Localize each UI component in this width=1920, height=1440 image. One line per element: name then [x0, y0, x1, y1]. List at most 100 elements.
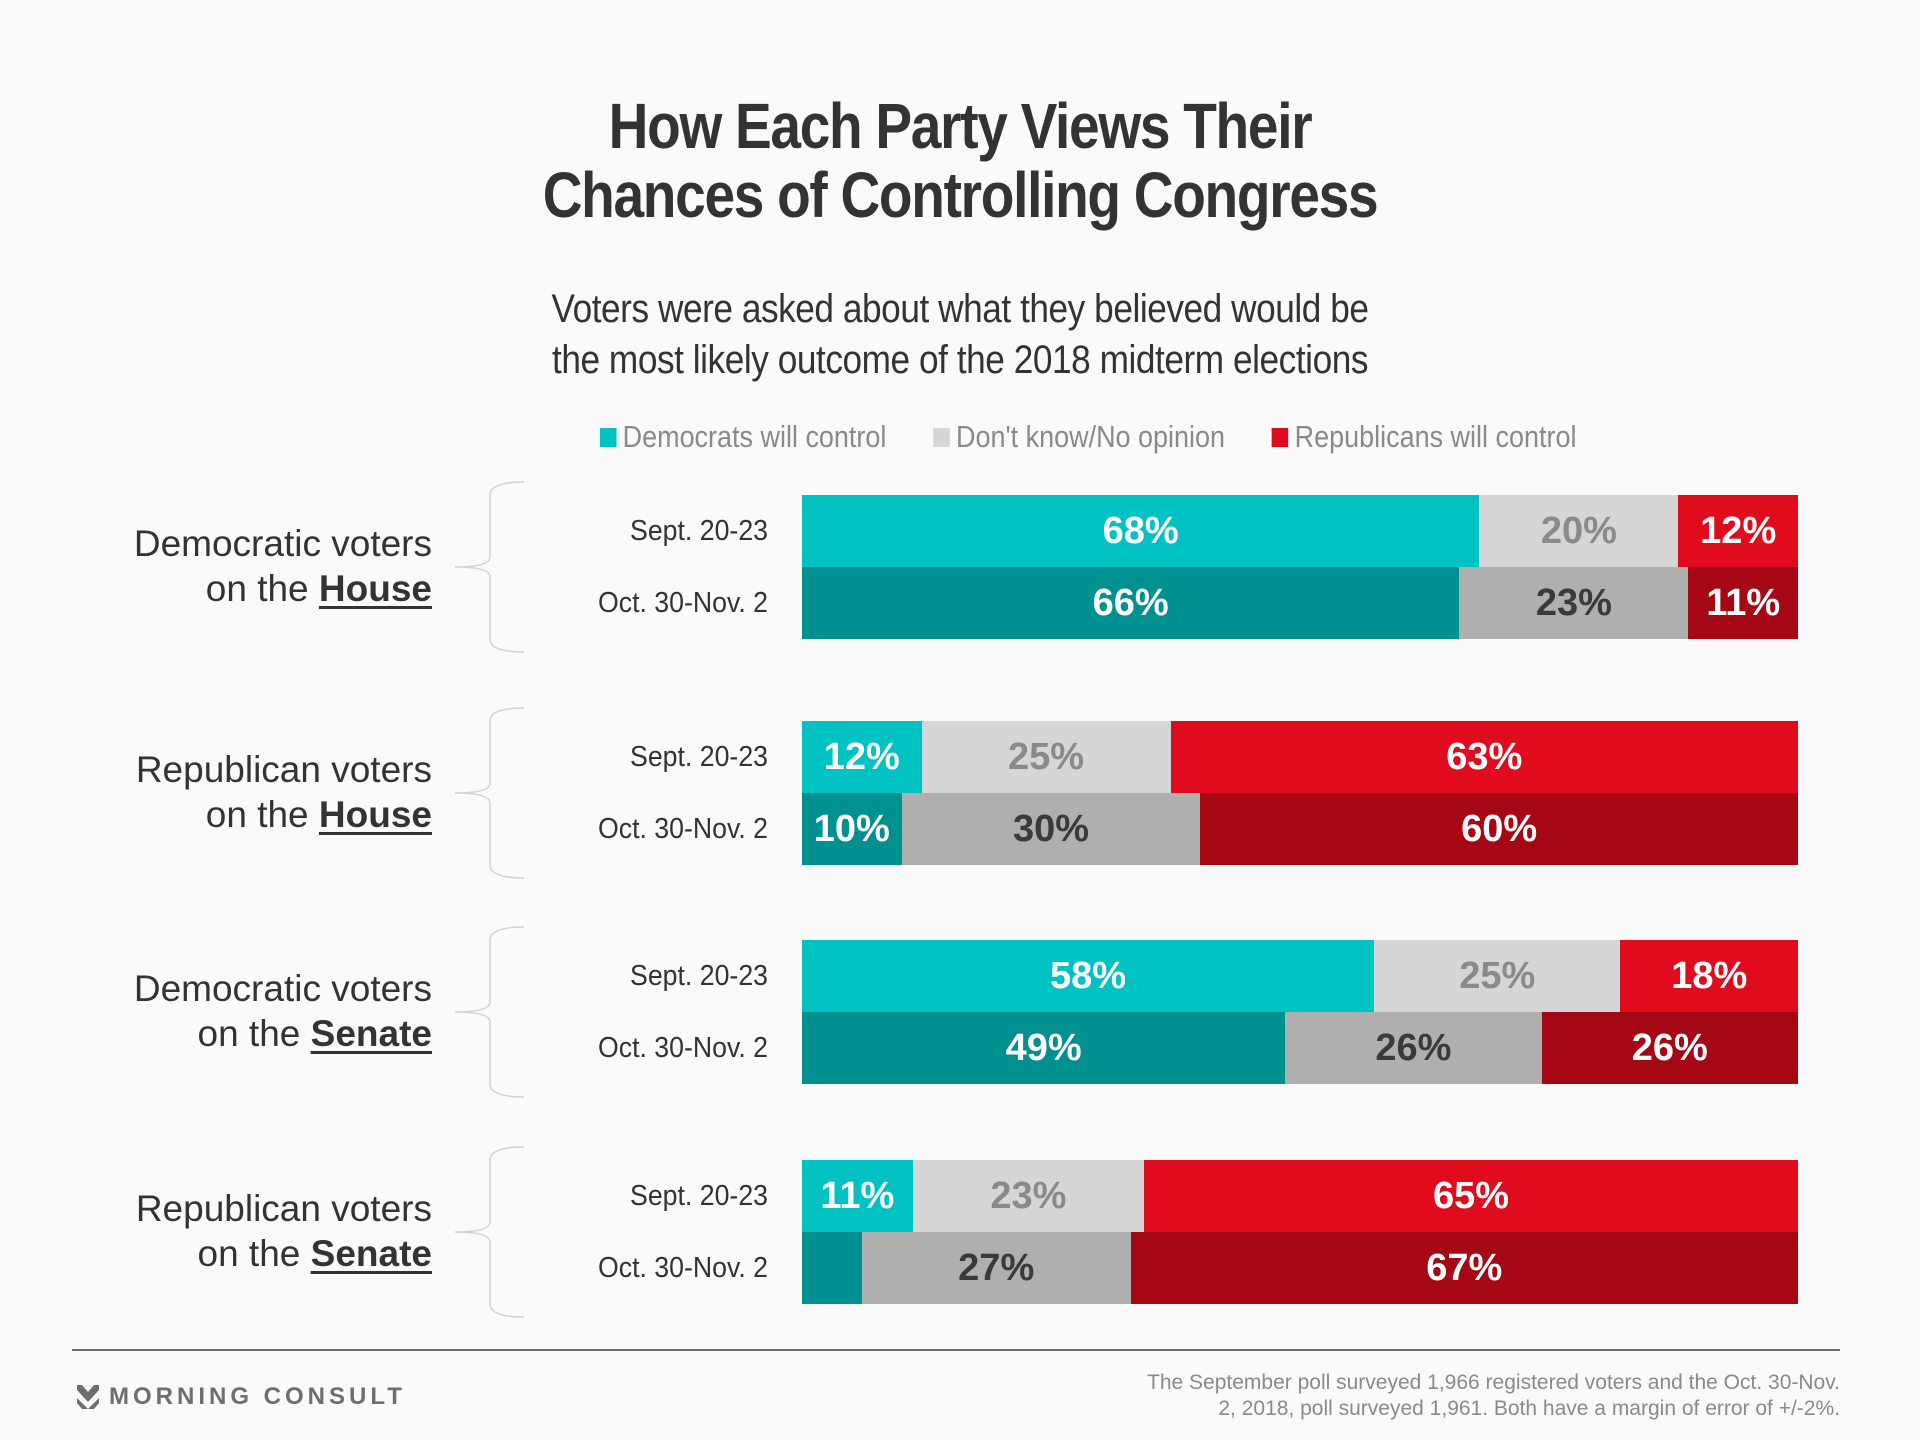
- legend-label: Republicans will control: [1294, 419, 1577, 454]
- data-label: 23%: [990, 1174, 1067, 1217]
- data-label: 12%: [1700, 509, 1777, 552]
- title-line-1: How Each Party Views Their: [608, 90, 1313, 162]
- group-label-on-the: on the: [197, 1013, 311, 1054]
- brace-icon: [454, 926, 525, 1098]
- period-label: Oct. 30-Nov. 2: [597, 1032, 768, 1064]
- group-label-chamber-name: Senate: [310, 1233, 432, 1274]
- morning-consult-logo: MORNING CONSULT: [77, 1383, 406, 1411]
- data-label: 30%: [1012, 807, 1090, 850]
- data-label: 26%: [1631, 1026, 1708, 1069]
- bar-segment-dont-know: 26%: [1285, 1012, 1542, 1084]
- period-label: Sept. 20-23: [630, 515, 768, 547]
- bar-row: 68% 20% 12%: [802, 495, 1798, 567]
- group-label: Democratic voters on the House: [60, 521, 432, 611]
- bar-segment-dem: 11%: [802, 1160, 913, 1232]
- bar-segment-rep: 65%: [1144, 1160, 1798, 1232]
- bar-segment-dont-know: 30%: [901, 793, 1201, 865]
- group-label-voters: Democratic voters: [133, 968, 432, 1009]
- bar-segment-dont-know: 20%: [1479, 495, 1679, 567]
- legend-item-republicans: Republicans will control: [1272, 419, 1576, 455]
- brace-icon: [454, 1146, 525, 1318]
- group-label-chamber-name: Senate: [310, 1013, 432, 1054]
- group-label-voters: Republican voters: [135, 1188, 432, 1229]
- bar-segment-dont-know: 23%: [1459, 567, 1689, 639]
- period-label: Sept. 20-23: [630, 960, 768, 992]
- group-label-chamber: on the House: [60, 792, 432, 837]
- legend-item-dont-know: Don't know/No opinion: [933, 419, 1225, 455]
- group-label-chamber-name: House: [318, 568, 432, 609]
- chart-subtitle: Voters were asked about what they believ…: [115, 284, 1805, 386]
- data-label: 66%: [1092, 581, 1169, 624]
- group-label-chamber: on the Senate: [60, 1011, 433, 1056]
- data-label: 18%: [1671, 954, 1748, 997]
- group-label: Democratic voters on the Senate: [60, 966, 432, 1056]
- data-label: 67%: [1426, 1246, 1503, 1289]
- period-label: Sept. 20-23: [630, 741, 768, 773]
- group-label-on-the: on the: [197, 1233, 311, 1274]
- title-line-2: Chances of Controlling Congress: [542, 159, 1379, 231]
- data-label: 11%: [820, 1174, 895, 1217]
- bar-row: 12% 25% 63%: [802, 721, 1798, 793]
- bar-segment-dem: [802, 1232, 862, 1304]
- chevron-logo-icon: [77, 1385, 99, 1409]
- subtitle-line-2: the most likely outcome of the 2018 midt…: [551, 338, 1369, 382]
- data-label: 63%: [1446, 735, 1523, 778]
- bar-segment-dem: 49%: [802, 1012, 1286, 1084]
- period-label: Oct. 30-Nov. 2: [597, 1252, 768, 1284]
- period-label: Oct. 30-Nov. 2: [597, 813, 768, 845]
- group-label-chamber: on the Senate: [60, 1231, 433, 1276]
- group-label-voters: Republican voters: [135, 749, 432, 790]
- data-label: 20%: [1540, 509, 1617, 552]
- brace-icon: [454, 481, 525, 653]
- bar-row: 27% 67%: [802, 1232, 1798, 1304]
- bar-segment-dem: 66%: [802, 567, 1460, 639]
- group-label: Republican voters on the Senate: [60, 1186, 432, 1276]
- bar-row: 58% 25% 18%: [802, 940, 1798, 1012]
- data-label: 58%: [1049, 954, 1126, 997]
- data-label: 65%: [1432, 1174, 1510, 1217]
- bar-segment-rep: 67%: [1130, 1232, 1798, 1304]
- bar-segment-rep: 26%: [1541, 1012, 1798, 1084]
- data-label: 27%: [958, 1246, 1035, 1289]
- legend-swatch-democrats: [600, 427, 617, 447]
- bar-segment-dont-know: 25%: [1373, 940, 1621, 1012]
- legend-label: Don't know/No opinion: [956, 419, 1226, 454]
- bar-segment-dont-know: 25%: [921, 721, 1171, 793]
- legend: Democrats will control Don't know/No opi…: [600, 417, 1623, 457]
- group-label-on-the: on the: [205, 568, 319, 609]
- period-label: Sept. 20-23: [630, 1180, 768, 1212]
- bar-segment-rep: 11%: [1688, 567, 1798, 639]
- footnote-line-2: 2, 2018, poll surveyed 1,961. Both have …: [1218, 1397, 1840, 1420]
- brace-icon: [454, 707, 525, 879]
- bar-row: 66% 23% 11%: [802, 567, 1798, 639]
- bar-segment-dont-know: 23%: [912, 1160, 1145, 1232]
- group-label-on-the: on the: [205, 794, 319, 835]
- group-label: Republican voters on the House: [60, 747, 432, 837]
- bar-segment-rep: 60%: [1200, 793, 1798, 865]
- data-label: 23%: [1535, 581, 1612, 624]
- bar-segment-dont-know: 27%: [861, 1232, 1131, 1304]
- footnote-line-1: The September poll surveyed 1,966 regist…: [1147, 1371, 1840, 1394]
- footnote: The September poll surveyed 1,966 regist…: [940, 1370, 1840, 1422]
- footer-divider: [72, 1349, 1840, 1351]
- bar-row: 10% 30% 60%: [802, 793, 1798, 865]
- data-label: 11%: [1706, 581, 1781, 624]
- data-label: 10%: [813, 807, 890, 850]
- bar-segment-dem: 68%: [802, 495, 1480, 567]
- data-label: 25%: [1007, 735, 1085, 778]
- legend-item-democrats: Democrats will control: [600, 419, 886, 455]
- data-label: 68%: [1102, 509, 1179, 552]
- data-label: 60%: [1461, 807, 1538, 850]
- legend-swatch-republicans: [1272, 427, 1289, 447]
- bar-segment-rep: 12%: [1678, 495, 1798, 567]
- legend-label: Democrats will control: [622, 419, 887, 454]
- data-label: 26%: [1375, 1026, 1452, 1069]
- bar-segment-dem: 10%: [802, 793, 902, 865]
- data-label: 49%: [1005, 1026, 1082, 1069]
- data-label: 25%: [1459, 954, 1536, 997]
- brand-name: MORNING CONSULT: [109, 1383, 406, 1410]
- legend-swatch-dont-know: [933, 427, 950, 447]
- chart-title: How Each Party Views Their Chances of Co…: [134, 92, 1785, 230]
- subtitle-line-1: Voters were asked about what they believ…: [551, 287, 1369, 331]
- bar-segment-dem: 58%: [802, 940, 1374, 1012]
